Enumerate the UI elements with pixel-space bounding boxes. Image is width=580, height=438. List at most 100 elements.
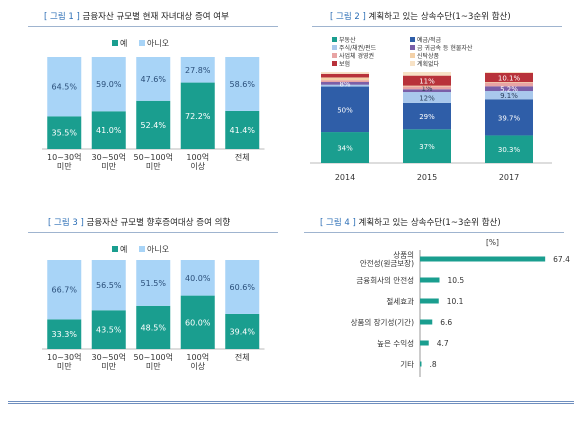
fig4-unit-label: [%] [486,238,499,247]
fig4-data-label-5: .8 [429,360,436,369]
fig2-legend-label-4: 사업체 경영권 [339,52,374,60]
page-bottom-rule-2 [8,403,574,404]
fig2-tick-label-2: 2017 [499,173,519,182]
fig2-title: 계획하고 있는 상속수단(1~3순위 합산) [368,12,511,22]
fig4-data-label-4: 4.7 [437,339,449,348]
fig3-data-label-0-2: 48.5% [141,323,167,332]
fig4-tick-label-0: 상품의 안전성(원금보장) [360,250,414,269]
fig1-bar-0-3 [180,82,215,149]
fig2-data-label-6-2: 10.1% [498,75,521,83]
fig1-data-label-0-4: 41.4% [230,126,256,135]
fig4-tick-label-1: 금융회사의 안전성 [356,275,414,285]
fig1-legend-label-0: 예 [120,38,127,48]
fig4-data-label-0: 67.4 [553,255,570,264]
fig1-data-label-0-2: 52.4% [141,121,167,130]
fig3-tick-label-0: 10~30억 미만 [47,352,81,371]
fig4-chart: [%] 상품의 안전성(원금보장) 67.4 금융회사의 안전성 10.5 절세효과 10.1… [351,238,570,377]
fig1-title-tag: [ 그림 1 ] [44,12,80,22]
fig1-legend-swatch-1 [139,40,145,46]
fig3-data-label-0-4: 39.4% [230,327,256,336]
fig1-tick-label-3: 100억 이상 [186,152,209,171]
fig3-bar-1-3 [180,260,215,296]
fig2-bar-3-0 [321,82,369,85]
fig1-data-label-0-1: 41.0% [96,126,122,135]
fig2-bar-0-0 [321,132,369,163]
fig3-data-label-1-3: 40.0% [185,274,211,283]
fig3-title-tag: [ 그림 3 ] [48,218,84,228]
fig3-data-label-1-4: 60.6% [230,283,256,292]
fig2-legend-swatch-1 [410,37,415,42]
fig2-legend-label-6: 보험 [339,60,350,68]
fig2-tick-label-1: 2015 [417,173,437,182]
fig2-data-label-2-2: 9.1% [500,92,518,100]
page-bottom-rule [8,401,574,402]
fig1-bar-1-0 [47,57,82,117]
fig3-data-label-1-1: 56.5% [96,281,122,290]
fig4-title-tag: [ 그림 4 ] [320,218,356,228]
fig2-legend-swatch-0 [332,37,337,42]
fig2-data-label-0-0: 34% [337,145,353,153]
fig1-bar-1-4 [225,57,260,111]
fig1-legend-swatch-0 [112,40,118,46]
fig4-title-underline [304,232,564,233]
fig4-data-label-2: 10.1 [447,297,464,306]
fig2-title-underline [312,26,562,27]
fig1-chart: 예 아니오 35.5% 64.5% 10~30억 미만 41.0% 59.0% 30~50억 미만… [42,38,265,171]
fig2-bar-2-2 [485,91,533,100]
fig1-bar-0-0 [47,116,82,149]
fig2-bar-7-2 [485,72,533,73]
fig3-tick-label-4: 전체 [235,352,250,362]
fig3-tick-label-2: 50~100억 미만 [133,352,173,371]
fig4-data-label-3: 6.6 [440,318,452,327]
fig2-bar-6-0 [321,73,369,78]
fig3-bar-1-4 [225,260,260,314]
fig3-title-underline [28,232,278,233]
fig4-tick-label-5: 기타 [400,360,414,369]
panel-fig3: [ 그림 3 ] 금융자산 규모별 향후증여대상 증여 의향 예 아니오 33.3%… [0,204,290,404]
fig3-bar-0-4 [225,313,260,349]
panel-fig1: [ 그림 1 ] 금융자산 규모별 현재 자녀대상 증여 여부 예 아니오 35.5… [0,0,290,200]
fig1-tick-label-2: 50~100억 미만 [133,152,173,171]
fig2-legend-label-5: 신탁상품 [417,52,440,60]
fig3-bar-1-2 [136,260,171,306]
fig2-bar-4-1 [403,86,451,90]
fig3-tick-label-3: 100억 이상 [186,352,209,371]
fig3-bar-0-3 [180,295,215,349]
fig1-bar-1-1 [91,57,126,112]
fig2-data-label-1-2: 39.7% [498,114,521,122]
fig2-data-label-3-0: 8% [339,80,350,88]
fig2-bar-3-2 [485,86,533,92]
fig2-legend-swatch-6 [332,61,337,66]
fig3-tick-label-1: 30~50억 미만 [92,352,126,371]
fig2-bar-5-2 [485,82,533,83]
fig2-data-label-1-1: 29% [419,113,435,121]
fig2-data-label-6-1: 11% [419,78,435,86]
fig2-bar-4-0 [321,80,369,83]
fig2-data-label-1-0: 50% [337,106,353,114]
fig2-bar-2-0 [321,84,369,87]
fig2-data-label-2-1: 12% [419,94,435,102]
fig1-data-label-1-0: 64.5% [52,83,78,92]
fig2-legend-swatch-4 [332,53,337,58]
fig2-bar-5-1 [403,85,451,87]
fig2-legend-swatch-5 [410,53,415,58]
fig4-title: 계획하고 있는 상속수단(1~3순위 합산) [358,218,501,228]
fig4-bar-2 [420,298,439,304]
fig1-bar-0-4 [225,110,260,149]
fig3-bar-0-1 [91,310,126,349]
fig2-data-label-4-1: 1% [421,85,432,93]
fig2-title-row: [ 그림 2 ] 계획하고 있는 상속수단(1~3순위 합산) [330,10,511,22]
fig2-bar-0-1 [403,129,451,163]
fig3-legend-label-1: 아니오 [147,244,169,254]
fig2-bar-7-1 [403,72,451,76]
fig3-bar-0-0 [47,319,82,349]
fig3-bar-0-2 [136,305,171,349]
fig3-bar-1-0 [47,260,82,320]
fig2-legend-label-3: 금 귀금속 등 현물자산 [417,44,473,52]
fig4-bar-3 [420,319,433,325]
fig2-bar-1-1 [403,102,451,130]
fig1-title-underline [28,26,278,27]
fig4-tick-label-4: 높은 수익성 [377,338,414,348]
fig2-legend-label-2: 주식/채권/펀드 [339,44,377,52]
fig2-legend-swatch-7 [410,61,415,66]
